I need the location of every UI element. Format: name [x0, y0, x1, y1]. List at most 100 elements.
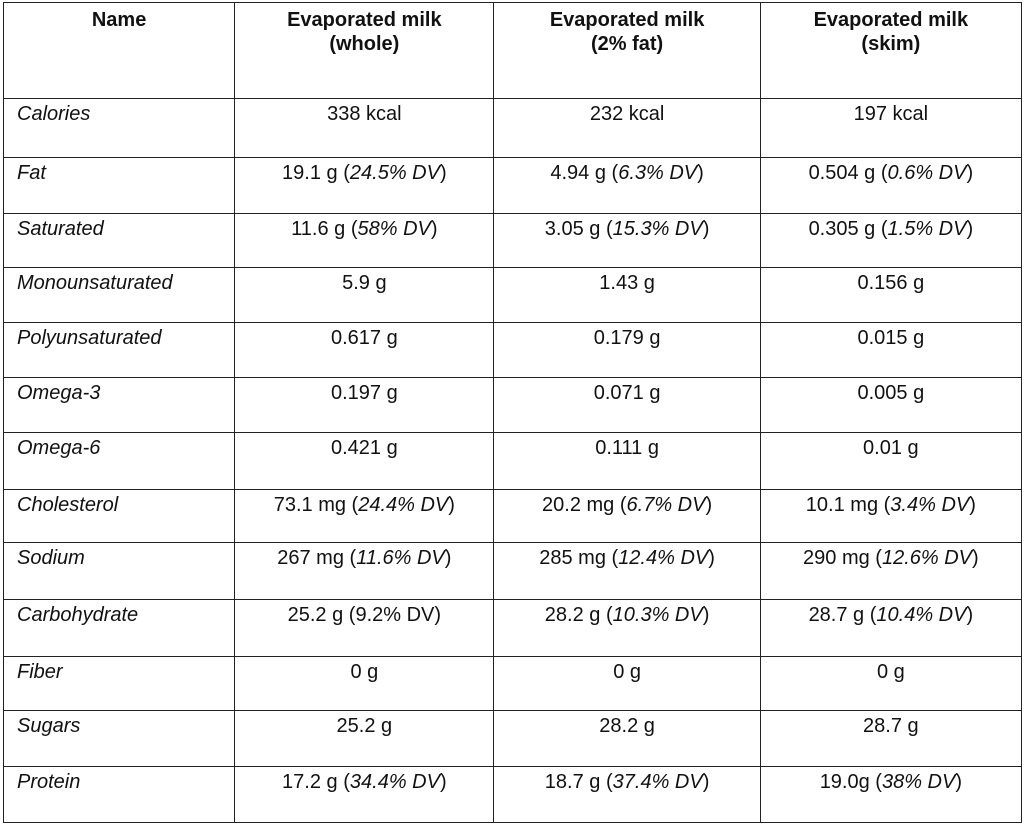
cell-daily-value: 6.7% DV: [626, 494, 706, 516]
table-cell: 25.2 g (9.2% DV): [234, 599, 495, 657]
cell-value: 19.1 g: [282, 162, 344, 184]
table-cell: 0.111 g: [493, 432, 761, 490]
table-cell: 17.2 g (34.4% DV): [234, 766, 495, 823]
cell-daily-value: 58% DV: [357, 218, 431, 240]
cell-value: 25.2 g: [287, 604, 349, 626]
table-cell: 11.6 g (58% DV): [234, 213, 495, 268]
table-cell: 73.1 mg (24.4% DV): [234, 489, 495, 543]
cell-daily-value: 15.3% DV: [612, 218, 703, 240]
table-cell: 0.305 g (1.5% DV): [759, 213, 1023, 268]
cell-value: 0.305 g: [808, 218, 881, 240]
table-cell: 0.197 g: [234, 377, 495, 433]
cell-value: 0.421 g: [330, 437, 398, 459]
cell-value: 267 mg: [277, 547, 350, 569]
cell-value: 338 kcal: [327, 103, 402, 125]
header-name: Name: [2, 2, 236, 99]
row-label: Polyunsaturated: [2, 322, 236, 378]
cell-value: 20.2 mg: [542, 494, 620, 516]
table-row: Cholesterol 73.1 mg (24.4% DV) 20.2 mg (6.…: [2, 489, 1023, 543]
cell-daily-value: 11.6% DV: [356, 547, 445, 569]
cell-daily-value: 10.3% DV: [612, 604, 703, 626]
table-cell: 0.071 g: [493, 377, 761, 433]
table-cell: 290 mg (12.6% DV): [759, 542, 1023, 600]
cell-value: 0.156 g: [857, 272, 925, 294]
cell-value: 19.0g: [819, 771, 876, 793]
cell-value: 0 g: [613, 661, 641, 683]
cell-value: 232 kcal: [589, 103, 665, 125]
cell-value: 0.111 g: [595, 437, 659, 459]
table-row: Sugars 25.2 g 28.2 g 28.7 g: [2, 710, 1023, 767]
cell-value: 25.2 g: [336, 715, 393, 737]
header-whole: Evaporated milk (whole): [234, 2, 495, 99]
cell-daily-value: 24.5% DV: [349, 162, 440, 184]
table-cell: 19.1 g (24.5% DV): [234, 157, 495, 214]
table-row: Fat 19.1 g (24.5% DV) 4.94 g (6.3% DV) 0.50…: [2, 157, 1023, 214]
table-cell: 28.2 g: [493, 710, 761, 767]
table-cell: 0.015 g: [759, 322, 1023, 378]
cell-value: 28.2 g: [599, 715, 655, 737]
table-cell: 0 g: [759, 656, 1023, 711]
cell-value: 0 g: [350, 661, 379, 683]
cell-value: 0.005 g: [857, 382, 925, 404]
table-cell: 197 kcal: [759, 98, 1023, 158]
row-label: Carbohydrate: [2, 599, 236, 657]
header-two-percent: Evaporated milk (2% fat): [493, 2, 761, 99]
cell-value: 10.1 mg: [805, 494, 884, 516]
table-cell: 0 g: [234, 656, 495, 711]
table-cell: 338 kcal: [234, 98, 495, 158]
header-skim: Evaporated milk (skim): [759, 2, 1023, 99]
cell-value: 4.94 g: [550, 162, 612, 184]
cell-daily-value: 9.2% DV: [355, 604, 435, 626]
row-label: Cholesterol: [2, 489, 236, 543]
table-row: Omega-6 0.421 g 0.111 g 0.01 g: [2, 432, 1023, 490]
cell-value: 28.7 g: [863, 715, 919, 737]
table-body: Calories 338 kcal 232 kcal 197 kcal Fat 19.1 …: [2, 98, 1023, 823]
cell-value: 0.197 g: [330, 382, 398, 404]
table-cell: 28.2 g (10.3% DV): [493, 599, 761, 657]
table-cell: 0.156 g: [759, 267, 1023, 323]
cell-value: 28.7 g: [808, 604, 870, 626]
table-row: Calories 338 kcal 232 kcal 197 kcal: [2, 98, 1023, 158]
cell-value: 0 g: [876, 661, 905, 683]
row-label: Calories: [2, 98, 236, 158]
table-row: Carbohydrate 25.2 g (9.2% DV) 28.2 g (10.3…: [2, 599, 1023, 657]
table-row: Fiber 0 g 0 g 0 g: [2, 656, 1023, 711]
cell-value: 18.7 g: [544, 771, 606, 793]
row-label: Omega-3: [2, 377, 236, 433]
cell-value: 28.2 g: [544, 604, 606, 626]
row-label: Sugars: [2, 710, 236, 767]
table-cell: 285 mg (12.4% DV): [493, 542, 761, 600]
cell-daily-value: 6.3% DV: [618, 162, 698, 184]
table-cell: 0.179 g: [493, 322, 761, 378]
table-row: Sodium 267 mg (11.6% DV) 285 mg (12.4% DV)…: [2, 542, 1023, 600]
row-label: Fiber: [2, 656, 236, 711]
cell-daily-value: 12.6% DV: [881, 547, 973, 569]
cell-value: 73.1 mg: [273, 494, 352, 516]
cell-value: 0.179 g: [593, 327, 661, 349]
cell-value: 0.01 g: [863, 437, 919, 459]
cell-daily-value: 0.6% DV: [887, 162, 967, 184]
cell-daily-value: 37.4% DV: [612, 771, 703, 793]
cell-daily-value: 3.4% DV: [890, 494, 970, 516]
cell-daily-value: 1.5% DV: [887, 218, 967, 240]
row-label: Fat: [2, 157, 236, 214]
table-cell: 28.7 g: [759, 710, 1023, 767]
table-cell: 18.7 g (37.4% DV): [493, 766, 761, 823]
row-label: Saturated: [2, 213, 236, 268]
table-cell: 267 mg (11.6% DV): [234, 542, 495, 600]
row-label: Omega-6: [2, 432, 236, 490]
cell-daily-value: 12.4% DV: [618, 547, 709, 569]
table-cell: 0.01 g: [759, 432, 1023, 490]
cell-value: 0.617 g: [330, 327, 398, 349]
table-cell: 10.1 mg (3.4% DV): [759, 489, 1023, 543]
row-label: Sodium: [2, 542, 236, 600]
table-row: Polyunsaturated 0.617 g 0.179 g 0.015 g: [2, 322, 1023, 378]
cell-value: 197 kcal: [853, 103, 929, 125]
cell-value: 5.9 g: [342, 272, 387, 294]
table-row: Monounsaturated 5.9 g 1.43 g 0.156 g: [2, 267, 1023, 323]
header-row: Name Evaporated milk (whole) Evaporated m…: [2, 2, 1023, 99]
table-cell: 20.2 mg (6.7% DV): [493, 489, 761, 543]
table-row: Protein 17.2 g (34.4% DV) 18.7 g (37.4% DV…: [2, 766, 1023, 823]
table-cell: 3.05 g (15.3% DV): [493, 213, 761, 268]
